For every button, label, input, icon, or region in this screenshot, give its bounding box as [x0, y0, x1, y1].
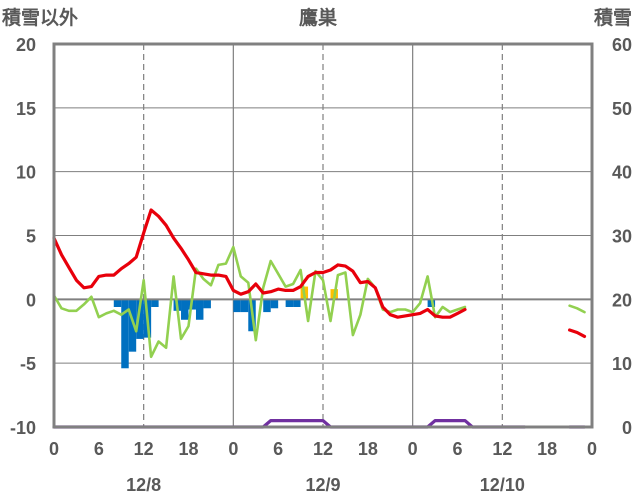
- x-tick-9: 6: [452, 439, 462, 459]
- rain-bar-10: [203, 299, 211, 309]
- left-tick-5: 15: [16, 99, 36, 119]
- rain-bar-9: [195, 299, 204, 320]
- right-tick-0: 0: [622, 418, 632, 438]
- left-tick-3: 5: [26, 227, 36, 247]
- right-tick-3: 30: [612, 227, 632, 247]
- dew-point-line-0: [52, 245, 467, 359]
- x-tick-0: 0: [49, 439, 59, 459]
- x-tick-6: 12: [313, 439, 333, 459]
- x-tick-11: 18: [537, 439, 557, 459]
- temperature-line-0: [52, 208, 467, 319]
- right-tick-5: 50: [612, 99, 632, 119]
- left-tick-1: -5: [20, 354, 36, 374]
- temperature-line-1: [567, 328, 587, 338]
- right-tick-6: 60: [612, 35, 632, 55]
- right-tick-2: 20: [612, 290, 632, 310]
- chart-title: 鷹巣: [299, 6, 338, 29]
- rain-bar-2: [128, 299, 137, 352]
- date-label-0: 12/8: [126, 475, 161, 495]
- rain-bar-14: [263, 299, 271, 313]
- x-tick-7: 18: [358, 439, 378, 459]
- x-tick-1: 6: [94, 439, 104, 459]
- rain-bar-0: [113, 299, 122, 307]
- rain-bar-1: [121, 299, 129, 369]
- date-label-2: 12/10: [480, 475, 525, 495]
- rain-bar-3: [136, 299, 144, 339]
- x-tick-12: 0: [587, 439, 597, 459]
- right-axis-ticks: 0 10 20 30 40 50 60: [612, 35, 632, 438]
- left-tick-4: 10: [16, 163, 36, 183]
- left-axis-label: 積雪以外: [2, 6, 78, 29]
- rain-bar-11: [233, 299, 241, 313]
- x-tick-8: 0: [408, 439, 418, 459]
- right-axis-label: 積雪: [594, 6, 632, 29]
- rain-bar-5: [151, 299, 159, 307]
- plot-frame: [52, 42, 594, 429]
- x-tick-5: 6: [273, 439, 283, 459]
- grid: [54, 44, 592, 427]
- rain-bar-17: [293, 299, 301, 307]
- left-tick-0: -10: [10, 418, 36, 438]
- left-axis-ticks: -10 -5 0 5 10 15 20: [10, 35, 36, 438]
- x-tick-4: 0: [228, 439, 238, 459]
- left-tick-6: 20: [16, 35, 36, 55]
- x-tick-3: 18: [178, 439, 198, 459]
- rain-bar-12: [240, 299, 249, 313]
- rain-bar-15: [270, 299, 279, 309]
- rain-bar-16: [285, 299, 294, 307]
- x-axis-ticks: 0 6 12 18 0 6 12 18 0 6 12 18 0: [49, 439, 597, 459]
- right-tick-1: 10: [612, 354, 632, 374]
- x-tick-2: 12: [134, 439, 154, 459]
- rain-bar-7: [181, 299, 189, 320]
- dew-point-line-1: [568, 304, 586, 314]
- date-label-1: 12/9: [305, 475, 340, 495]
- x-tick-10: 12: [492, 439, 512, 459]
- right-tick-4: 40: [612, 163, 632, 183]
- x-axis-date-labels: 12/8 12/9 12/10: [126, 475, 525, 495]
- left-tick-2: 0: [26, 290, 36, 310]
